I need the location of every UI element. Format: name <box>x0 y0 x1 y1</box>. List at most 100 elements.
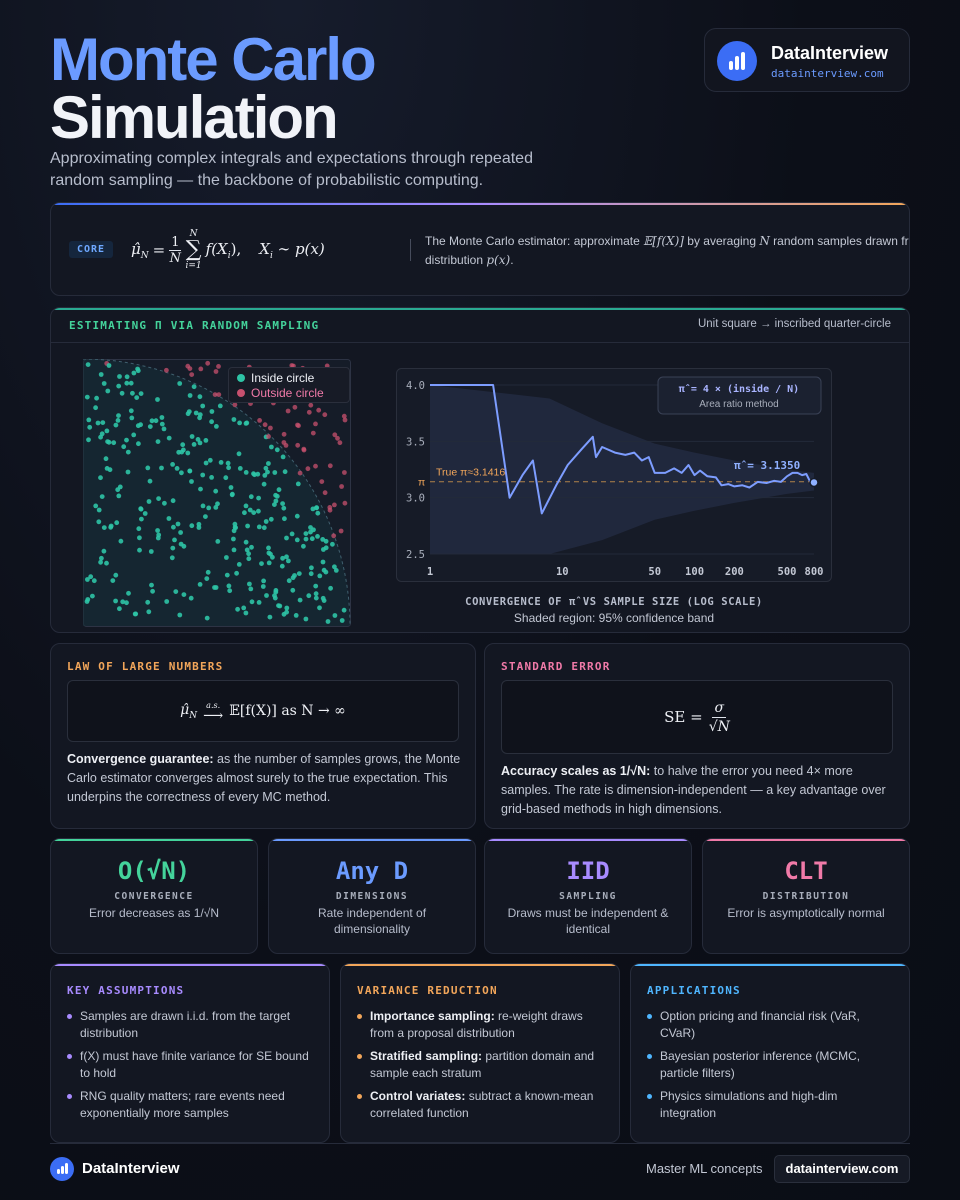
inside-sample-point <box>100 420 106 425</box>
inside-sample-point <box>95 420 101 426</box>
inside-sample-point <box>198 486 203 492</box>
inside-sample-point <box>189 479 194 484</box>
inside-sample-point <box>138 506 144 512</box>
footer-tagline: Master ML concepts <box>646 1161 763 1176</box>
outside-sample-point <box>189 372 195 377</box>
inside-sample-point <box>98 559 103 565</box>
scatter-legend: Inside circle Outside circle <box>228 367 350 403</box>
inside-sample-point <box>96 507 102 513</box>
variance-list: Importance sampling: re-weight draws fro… <box>357 1008 605 1128</box>
inside-sample-point <box>274 447 280 453</box>
outside-sample-point <box>306 409 312 415</box>
inside-sample-point <box>309 565 314 571</box>
inside-sample-point <box>116 383 122 389</box>
inside-sample-point <box>180 442 186 448</box>
bar-chart-icon <box>717 41 757 81</box>
inside-sample-point <box>175 521 181 527</box>
outside-sample-point <box>342 470 347 475</box>
inside-sample-point <box>85 597 91 602</box>
inside-sample-point <box>105 388 111 394</box>
inside-sample-point <box>313 583 319 589</box>
inside-sample-point <box>115 418 121 423</box>
stat-value: Any D <box>335 857 409 885</box>
outside-sample-point <box>327 507 333 513</box>
assumptions-list: Samples are drawn i.i.d. from the target… <box>67 1008 315 1128</box>
outside-sample-point <box>313 421 318 427</box>
inside-sample-point <box>332 564 337 570</box>
inside-sample-point <box>203 514 208 519</box>
inside-sample-point <box>259 561 264 566</box>
inside-sample-point <box>124 374 130 380</box>
inside-sample-point <box>125 449 131 455</box>
outside-sample-point <box>327 463 333 469</box>
outside-sample-point <box>212 392 218 397</box>
inside-sample-point <box>244 420 250 426</box>
inside-sample-point <box>86 437 91 443</box>
inside-sample-point <box>323 545 329 551</box>
inside-sample-point <box>118 538 124 544</box>
inside-sample-point <box>232 524 238 530</box>
outside-sample-point <box>342 500 348 506</box>
inside-sample-point <box>289 531 295 537</box>
brand-badge[interactable]: DataInterview datainterview.com <box>704 28 910 92</box>
outside-sample-point <box>198 366 204 372</box>
outside-sample-point <box>331 533 337 539</box>
outside-sample-point <box>322 490 328 496</box>
inside-sample-point <box>272 595 278 601</box>
inside-sample-point <box>224 572 230 578</box>
inside-sample-point <box>260 584 266 589</box>
inside-sample-point <box>274 493 280 499</box>
inside-sample-point <box>243 503 249 509</box>
legend-inside: Inside circle <box>251 371 315 385</box>
inside-sample-point <box>248 586 254 592</box>
inside-sample-point <box>153 418 159 424</box>
inside-sample-point <box>279 563 285 569</box>
inside-sample-point <box>231 536 236 542</box>
footer-url-button[interactable]: datainterview.com <box>774 1155 910 1183</box>
outside-sample-point <box>213 369 219 374</box>
inside-sample-point <box>98 475 103 481</box>
outside-sample-point <box>310 430 316 436</box>
inside-sample-point <box>132 611 138 617</box>
inside-sample-point <box>280 454 286 460</box>
outside-sample-point <box>308 402 314 408</box>
inside-sample-point <box>280 501 285 506</box>
inside-sample-point <box>267 614 273 620</box>
outside-sample-point <box>332 502 337 508</box>
inside-sample-point <box>161 426 167 432</box>
inside-sample-point <box>178 530 183 535</box>
inside-sample-point <box>248 494 254 500</box>
sampling-scatter-plot <box>83 359 351 627</box>
inside-sample-point <box>85 577 90 582</box>
inside-sample-point <box>98 372 104 377</box>
inside-sample-point <box>309 536 315 542</box>
inside-sample-point <box>266 461 271 466</box>
inside-sample-point <box>179 470 184 476</box>
inside-sample-point <box>172 537 177 543</box>
inside-sample-point <box>266 560 272 566</box>
inside-sample-point <box>164 599 170 604</box>
inside-sample-point <box>129 415 135 421</box>
inside-sample-point <box>280 555 285 561</box>
outside-sample-point <box>295 422 300 428</box>
inside-sample-point <box>243 470 249 475</box>
lln-label: LAW OF LARGE NUMBERS <box>67 660 224 673</box>
inside-sample-point <box>85 362 91 367</box>
inside-sample-point <box>113 422 119 428</box>
inside-sample-point <box>320 559 326 565</box>
inside-sample-point <box>145 599 151 605</box>
inside-sample-point <box>295 481 301 487</box>
inside-sample-point <box>149 582 154 588</box>
inside-sample-point <box>159 415 165 420</box>
inside-sample-point <box>321 567 327 573</box>
list-item: Control variates: subtract a known-mean … <box>357 1088 605 1122</box>
outside-sample-point <box>305 466 311 472</box>
inside-sample-point <box>116 413 121 418</box>
inside-sample-point <box>261 481 267 487</box>
inside-sample-point <box>261 525 267 531</box>
inside-sample-point <box>217 403 223 409</box>
inside-sample-point <box>124 437 129 443</box>
inside-sample-point <box>146 499 152 504</box>
inside-sample-point <box>120 599 126 605</box>
